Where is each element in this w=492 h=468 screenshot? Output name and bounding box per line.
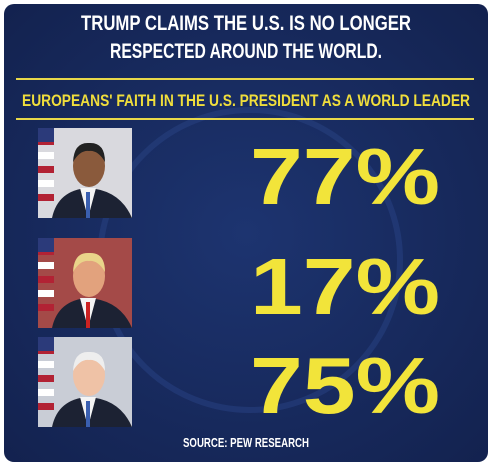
hair [73, 142, 105, 162]
portrait [38, 337, 132, 427]
rows: 77% 17% 75% [250, 132, 440, 430]
flag-canton [38, 337, 54, 351]
flag-stripe [38, 389, 54, 396]
subtitle: EUROPEANS' FAITH IN THE U.S. PRESIDENT A… [22, 91, 470, 110]
portraits [38, 128, 132, 427]
face [73, 145, 105, 187]
hair [73, 252, 105, 272]
flag-stripe [38, 304, 54, 311]
percentage: 75% [250, 341, 440, 430]
flag-canton [38, 128, 54, 142]
flag-stripe [38, 276, 54, 283]
title-line: TRUMP CLAIMS THE U.S. IS NO LONGER [81, 12, 411, 35]
flag-stripe [38, 262, 54, 269]
flag-stripe [38, 180, 54, 187]
flag-stripe [38, 152, 54, 159]
tie [86, 192, 90, 218]
portrait [38, 238, 132, 328]
portrait [38, 128, 132, 218]
flag-stripe [38, 194, 54, 201]
face [73, 354, 105, 396]
percentage: 77% [250, 132, 440, 221]
source: SOURCE: PEW RESEARCH [183, 435, 309, 450]
flag-canton [38, 238, 54, 252]
tie [86, 302, 90, 328]
hair [73, 351, 105, 371]
face [73, 255, 105, 297]
percentage: 17% [250, 242, 440, 331]
flag-stripe [38, 361, 54, 368]
flag-stripe [38, 290, 54, 297]
tie [86, 401, 90, 427]
flag-stripe [38, 403, 54, 410]
flag-stripe [38, 166, 54, 173]
title-line: RESPECTED AROUND THE WORLD. [110, 40, 382, 63]
flag-stripe [38, 375, 54, 382]
